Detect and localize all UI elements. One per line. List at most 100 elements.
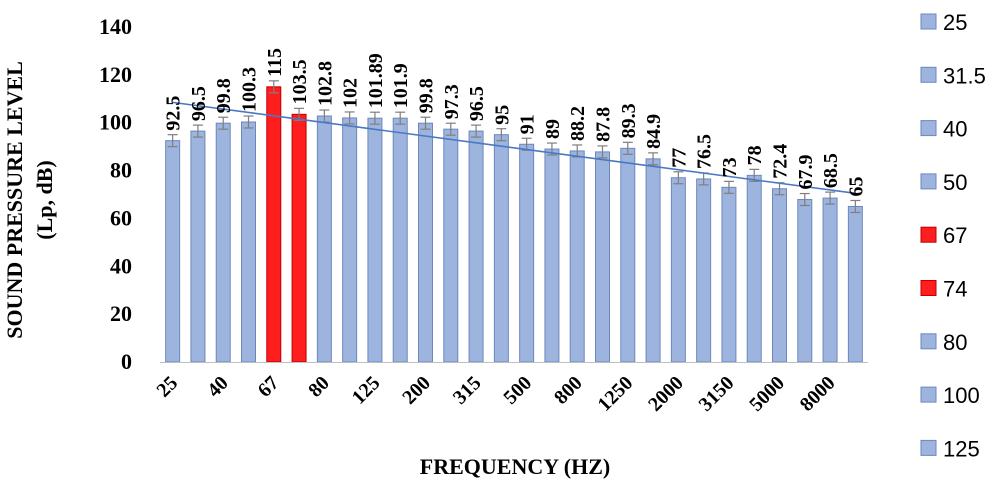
legend-swatch-80 xyxy=(920,333,937,350)
data-label-3150: 73 xyxy=(719,157,741,177)
legend-swatch-67 xyxy=(920,226,937,243)
y-tick-label: 0 xyxy=(121,349,132,374)
data-label-80: 102.8 xyxy=(314,61,336,106)
error-bars xyxy=(167,80,861,214)
data-label-10000: 65 xyxy=(845,176,867,196)
bar-315 xyxy=(468,130,484,363)
legend: 25 31.5 40 50 67 74 80 100 125 xyxy=(920,10,986,461)
legend-swatch-40 xyxy=(920,120,937,137)
bar-2500 xyxy=(696,178,712,363)
data-label-4000: 78 xyxy=(744,145,766,165)
y-tick-label: 140 xyxy=(99,14,132,39)
y-tick-label: 60 xyxy=(110,205,132,230)
x-axis: 25 40 67 80 125 200 315 500 800 1250 2000 3150 5000 8… xyxy=(152,362,868,416)
legend-label-50: 50 xyxy=(943,170,967,195)
bar-5000 xyxy=(772,188,787,363)
x-tick-label: 500 xyxy=(499,372,536,409)
legend-swatch-125 xyxy=(920,439,937,456)
bar-500 xyxy=(519,143,535,363)
bar-10000 xyxy=(847,205,863,363)
bar-250 xyxy=(443,128,459,363)
data-label-5000: 72.4 xyxy=(770,144,792,179)
data-label-250: 97.3 xyxy=(441,84,463,119)
data-label-25: 92.5 xyxy=(163,96,185,131)
x-tick-label: 80 xyxy=(304,372,334,402)
data-label-400: 95 xyxy=(491,105,513,125)
bar-6300 xyxy=(797,199,813,363)
bar-160 xyxy=(392,117,408,363)
bar-630 xyxy=(544,148,560,363)
x-tick-label: 25 xyxy=(152,372,182,402)
legend-label-31.5: 31.5 xyxy=(943,63,986,88)
bars xyxy=(165,86,863,363)
legend-swatch-74 xyxy=(920,280,937,296)
data-label-8000: 68.5 xyxy=(820,153,842,188)
y-tick-label: 80 xyxy=(110,158,132,183)
data-label-100: 102 xyxy=(340,78,362,108)
data-label-40: 99.8 xyxy=(213,78,235,113)
x-tick-label: 800 xyxy=(550,372,587,409)
y-axis-title-line2: (Lp, dB) xyxy=(32,160,57,239)
data-label-31.5: 96.5 xyxy=(188,86,210,121)
data-label-315: 96.5 xyxy=(466,86,488,121)
x-tick-label: 3150 xyxy=(695,372,739,416)
y-axis-title-line1: SOUND PRESSURE LEVEL xyxy=(2,61,27,339)
bar-200 xyxy=(418,122,433,363)
y-tick-label: 40 xyxy=(110,253,132,278)
legend-label-25: 25 xyxy=(943,10,967,35)
bar-40 xyxy=(215,122,231,363)
legend-swatch-50 xyxy=(920,173,937,190)
bar-800 xyxy=(569,150,585,363)
x-tick-label: 200 xyxy=(398,372,435,409)
data-label-200: 99.8 xyxy=(416,78,438,113)
bar-3150 xyxy=(721,186,737,363)
data-label-1600: 84.9 xyxy=(643,114,665,149)
legend-swatch-25 xyxy=(920,13,937,30)
data-label-500: 91 xyxy=(517,114,539,134)
data-label-630: 89 xyxy=(542,119,564,139)
data-label-67: 115 xyxy=(264,48,286,77)
y-tick-label: 120 xyxy=(99,62,132,87)
y-tick-label: 100 xyxy=(99,110,132,135)
trendline xyxy=(172,101,856,195)
x-tick-label: 67 xyxy=(254,372,284,402)
data-label-160: 101.9 xyxy=(390,63,412,108)
x-axis-title: FREQUENCY (HZ) xyxy=(420,454,610,479)
bar-25 xyxy=(165,140,181,363)
bar-50 xyxy=(241,121,256,363)
bar-400 xyxy=(493,134,509,363)
bar-100 xyxy=(342,117,358,363)
bar-80 xyxy=(316,115,332,363)
data-label-50: 100.3 xyxy=(239,67,261,112)
y-tick-label: 20 xyxy=(110,301,132,326)
x-tick-label: 315 xyxy=(449,372,486,409)
x-tick-label: 8000 xyxy=(796,372,840,416)
bar-67 xyxy=(266,86,282,363)
data-label-1000: 87.8 xyxy=(593,107,615,142)
bar-2000 xyxy=(670,177,686,363)
bar-1000 xyxy=(595,151,610,363)
legend-label-67: 67 xyxy=(943,223,967,248)
legend-swatch-31.5 xyxy=(920,66,937,83)
x-tick-label: 40 xyxy=(203,372,233,402)
data-label-2500: 76.5 xyxy=(694,134,716,169)
bar-1600 xyxy=(645,158,661,363)
x-tick-label: 1250 xyxy=(593,372,637,416)
trendline-group xyxy=(172,101,856,195)
bar-31.5 xyxy=(190,130,206,363)
bar-8000 xyxy=(822,197,838,363)
legend-label-125: 125 xyxy=(943,436,980,461)
legend-label-80: 80 xyxy=(943,330,967,355)
x-tick-label: 125 xyxy=(348,372,385,409)
x-tick-label: 5000 xyxy=(745,372,789,416)
data-label-1250: 89.3 xyxy=(618,103,640,138)
bar-125 xyxy=(367,117,383,363)
bar-74 xyxy=(291,113,307,363)
data-label-2000: 77 xyxy=(668,148,690,168)
legend-swatch-100 xyxy=(920,386,937,403)
legend-label-74: 74 xyxy=(943,277,967,302)
data-label-74: 103.5 xyxy=(289,59,311,104)
